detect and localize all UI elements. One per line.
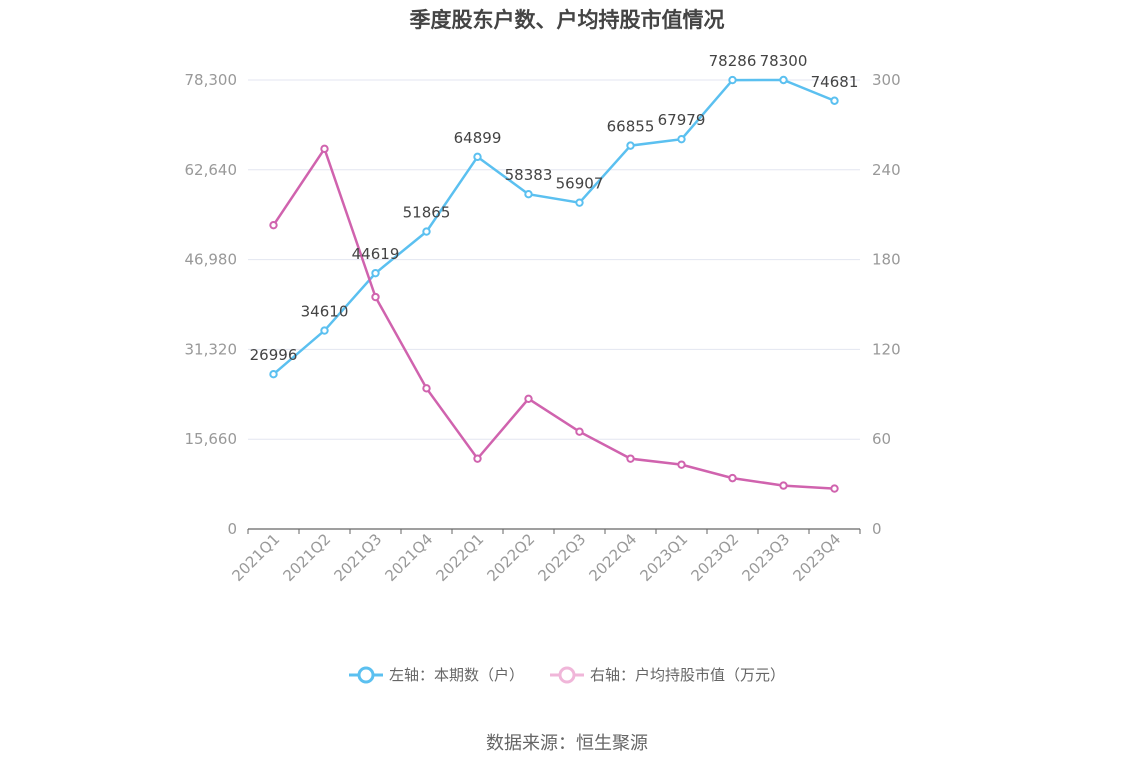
point-right-series [371,292,380,302]
right-axis-tick-label: 180 [872,251,901,269]
right-axis-tick-label: 60 [872,430,891,448]
series-line-left [272,78,835,376]
grid [248,79,860,440]
data-labels: 26996 34610 44619 51865 64899 58383 56907 66855… [250,52,859,364]
x-axis-tick-label: 2021Q1 [229,530,284,585]
point-left-series [575,198,584,207]
right-axis-tick-label: 120 [872,340,901,358]
point-right-series [524,394,533,403]
point-left-series [473,152,482,162]
point-left-series [524,190,533,199]
point-left-series [728,75,737,85]
x-axis-tick-label: 2023Q2 [688,530,743,585]
data-label: 78300 [760,52,808,70]
left-axis-tick-label: 15,660 [185,430,238,448]
data-label: 44619 [352,245,400,263]
right-axis-tick-label: 240 [872,161,901,179]
point-right-series [473,454,482,463]
point-right-series [677,460,686,469]
data-source: 数据来源：恒生聚源 [486,733,648,754]
legend-swatch-right-icon [550,666,584,683]
point-right-series [728,473,737,483]
legend-item-right-series[interactable]: 右轴：户均持股市值（万元） [550,664,785,685]
point-right-series [269,220,278,230]
x-axis-tick-label: 2022Q3 [535,530,590,585]
data-label: 56907 [556,175,604,193]
point-left-series [371,268,380,278]
legend-swatch-left-icon [348,666,383,683]
point-left-series [677,134,686,144]
point-right-series [830,484,839,493]
right-axis-tick-label: 300 [872,71,901,89]
x-axis-tick-label: 2023Q1 [637,530,692,585]
left-axis-tick-label: 78,300 [185,71,238,89]
x-axis-tick-label: 2021Q3 [331,530,386,585]
data-label: 66855 [607,118,655,136]
point-left-series [422,227,431,236]
legend-item-left-series[interactable]: 左轴：本期数（户） [348,664,524,685]
legend-label-left-series: 左轴：本期数（户） [388,666,524,684]
x-axis-tick-label: 2023Q4 [790,530,845,585]
data-label: 74681 [811,73,859,91]
point-left-series [779,75,788,85]
data-label: 51865 [403,204,451,222]
x-axis-tick-label: 2021Q2 [280,530,335,585]
left-axis-tick-label: 0 [227,520,237,538]
chart-title: 季度股东户数、户均持股市值情况 [409,8,725,32]
series [269,75,839,493]
left-axis-tick-label: 62,640 [185,161,238,179]
x-axis-tick-label: 2021Q4 [382,530,437,585]
data-label: 26996 [250,346,298,364]
right-axis-tick-label: 0 [872,520,882,538]
point-left-series [320,326,329,335]
legend-label-right-series: 右轴：户均持股市值（万元） [590,666,786,684]
axes: 0 0 15,660 60 31,320 120 46,980 180 62,640 240 78,… [185,71,901,585]
x-axis-tick-label: 2022Q4 [586,530,641,585]
point-right-series [626,454,635,463]
data-label: 58383 [505,166,553,184]
point-left-series [626,141,635,150]
series-line-right [272,146,835,490]
data-label: 67979 [658,111,706,129]
x-axis-tick-label: 2022Q1 [433,530,488,585]
point-left-series [269,369,278,379]
left-axis-tick-label: 46,980 [185,251,238,269]
x-axis-tick-label: 2023Q3 [739,530,794,585]
legend: 左轴：本期数（户） 右轴：户均持股市值（万元） [0,664,1134,685]
point-right-series [320,144,329,154]
point-right-series [575,427,584,436]
point-right-series [779,481,788,490]
point-left-series [830,96,839,105]
x-axis-tick-label: 2022Q2 [484,530,539,585]
data-label: 34610 [301,303,349,321]
left-axis-tick-label: 31,320 [185,340,238,358]
data-label: 78286 [709,52,757,70]
data-label: 64899 [454,129,502,147]
point-right-series [422,384,431,393]
